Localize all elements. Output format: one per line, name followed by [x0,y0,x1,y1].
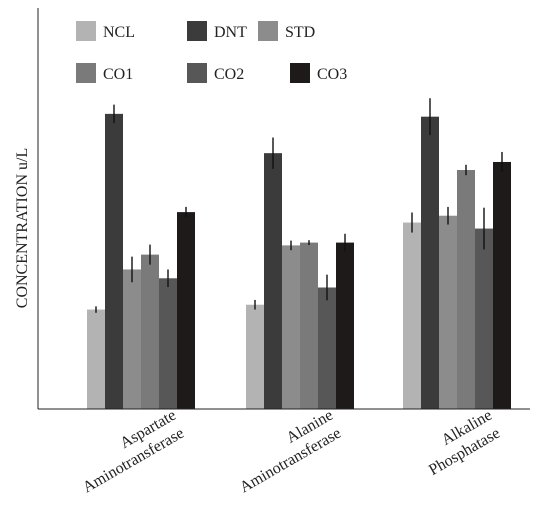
bar-std-2 [439,215,457,409]
bar-ncl-1 [246,304,264,409]
bar-co2-1 [318,287,336,409]
legend-swatch-std [258,21,278,41]
bar-dnt-2 [421,116,439,410]
bar-co3-1 [336,242,354,409]
bar-dnt-1 [264,153,282,409]
bar-std-1 [282,245,300,409]
legend-swatch-ncl [76,21,96,41]
legend-label-co1: CO1 [103,66,133,83]
legend-swatch-co2 [187,63,207,83]
legend-swatch-co1 [76,63,96,83]
bar-co3-0 [177,212,195,409]
legend-label-co2: CO2 [214,66,244,83]
legend-label-std: STD [285,24,315,41]
bar-ncl-2 [403,222,421,409]
legend-label-dnt: DNT [214,24,247,41]
bar-ncl-0 [87,309,105,409]
legend: NCL DNT STD CO1 CO2 CO3 [76,21,347,83]
legend-label-co3: CO3 [317,66,347,83]
y-axis-label: CONCENTRATION u/L [14,148,31,308]
bar-std-0 [123,269,141,409]
bar-dnt-0 [105,113,123,409]
bars [87,113,511,410]
error-bars [95,98,503,313]
legend-swatch-co3 [290,63,310,83]
bar-co1-2 [457,170,475,409]
bar-co2-0 [159,278,177,409]
legend-swatch-dnt [187,21,207,41]
bar-co1-1 [300,242,318,409]
bar-co3-2 [493,161,511,409]
bar-co1-0 [141,254,159,409]
legend-label-ncl: NCL [103,24,135,41]
bar-co2-2 [475,228,493,409]
